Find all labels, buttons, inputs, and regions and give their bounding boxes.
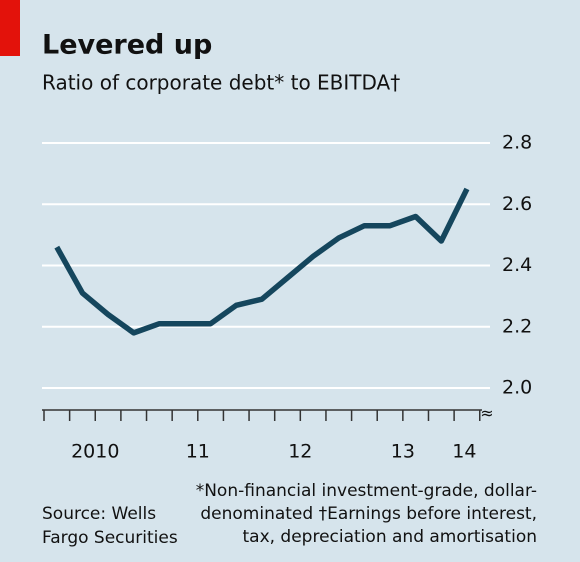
red-tab	[0, 0, 20, 56]
x-tick-label: 2010	[71, 441, 119, 463]
footnote: tax, depreciation and amortisation	[242, 527, 537, 547]
x-tick-label: 11	[186, 441, 210, 463]
x-tick-label: 12	[288, 441, 312, 463]
y-tick-label: 2.0	[502, 377, 532, 399]
y-tick-label: 2.6	[502, 193, 532, 215]
axis-break: ≈	[480, 404, 493, 423]
y-tick-label: 2.4	[502, 254, 532, 276]
y-tick-label: 2.2	[502, 315, 532, 337]
source-note: Fargo Securities	[42, 528, 178, 548]
source-note: Source: Wells	[42, 504, 156, 524]
footnote: denominated †Earnings before interest,	[200, 504, 537, 524]
chart-title: Levered up	[42, 30, 212, 61]
y-tick-label: 2.8	[502, 132, 532, 154]
footnote: *Non-financial investment-grade, dollar-	[196, 481, 537, 501]
x-tick-label: 13	[391, 441, 415, 463]
x-tick-label: 14	[452, 441, 476, 463]
data-line	[54, 187, 470, 336]
chart-subtitle: Ratio of corporate debt* to EBITDA†	[42, 71, 400, 95]
